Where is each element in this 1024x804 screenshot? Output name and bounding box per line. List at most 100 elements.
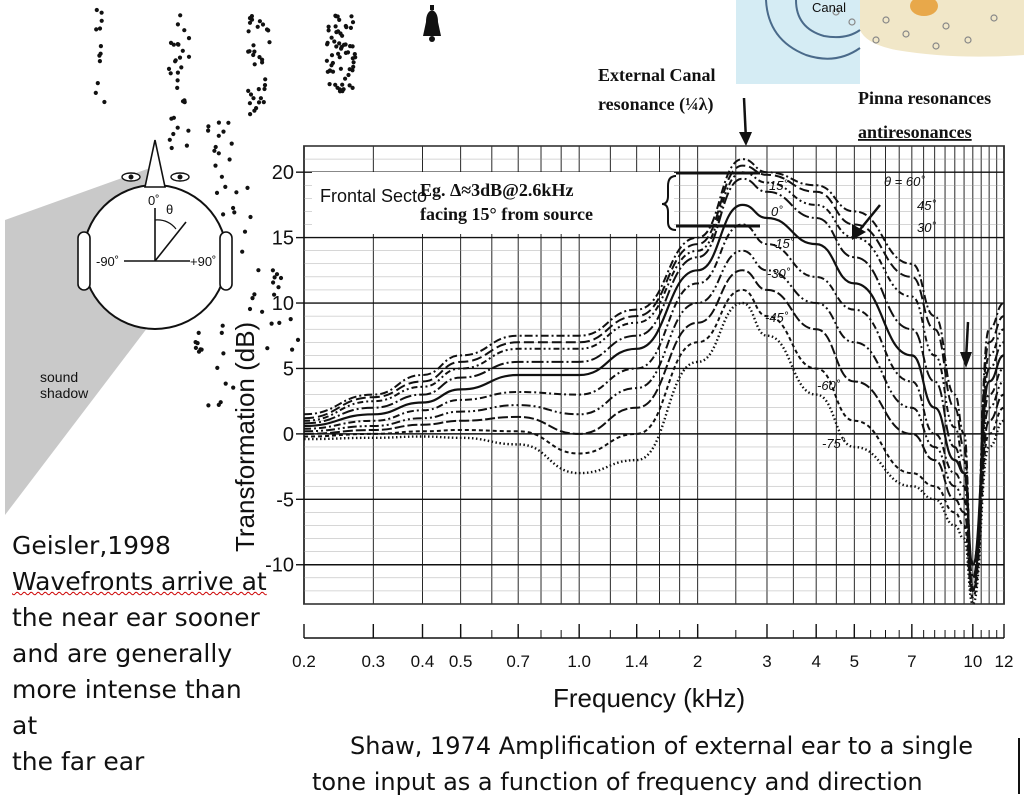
wavefront-dot	[231, 385, 236, 390]
wavefront-dot	[350, 85, 355, 90]
wavefront-dot	[349, 14, 354, 19]
figure-caption: Shaw, 1974 Amplification of external ear…	[312, 728, 1012, 800]
wavefront-dot	[333, 24, 338, 29]
wavefront-dot	[229, 141, 234, 146]
wavefront-dot	[260, 60, 265, 65]
wavefront-dots	[93, 5, 441, 408]
wavefront-dot	[254, 106, 259, 111]
wavefront-dot	[248, 92, 254, 97]
wavefront-dot	[175, 85, 180, 90]
canal-resonance-line2: resonance (¼λ)	[598, 94, 714, 115]
wavefront-dot	[175, 70, 180, 75]
wavefront-dot	[251, 96, 256, 101]
head-label-front: 0˚	[148, 193, 160, 208]
wavefront-dot	[98, 44, 103, 49]
geisler-line-2: Wavefronts arrive at	[12, 567, 267, 596]
x-tick-label: 5	[850, 652, 859, 671]
geisler-line-1: Geisler,1998	[12, 531, 171, 560]
wavefront-dot	[263, 77, 268, 82]
series-label: 0˚	[771, 204, 783, 219]
x-tick-label: 12	[995, 652, 1014, 671]
wavefront-dot	[332, 39, 337, 44]
wavefront-dot	[247, 101, 252, 106]
x-axis-title: Frequency (kHz)	[553, 683, 745, 713]
ear-anatomy-inset: Canal	[736, 0, 1024, 84]
wavefront-dot	[175, 22, 180, 27]
wavefront-dot	[171, 131, 176, 137]
series-line	[303, 288, 1005, 599]
wavefront-dot	[246, 29, 251, 34]
y-tick-label: 15	[272, 228, 294, 250]
wavefront-dot	[173, 59, 178, 64]
wavefront-dot	[93, 90, 98, 95]
wavefront-dot	[260, 309, 265, 314]
wavefront-dot	[242, 229, 248, 234]
wavefront-dot	[260, 22, 266, 27]
wavefront-dot	[171, 42, 176, 47]
wavefront-dot	[95, 81, 100, 86]
wavefront-dot	[278, 275, 284, 281]
pinna-label-line1: Pinna resonances	[858, 88, 991, 108]
wavefront-dot	[221, 351, 226, 356]
wavefront-dot	[220, 323, 225, 328]
wavefront-dot	[179, 65, 184, 70]
wavefront-dot	[337, 55, 342, 60]
series-line	[303, 249, 1005, 579]
frontal-sector-label: Frontal Secto	[320, 186, 427, 206]
wavefront-dot	[98, 51, 103, 56]
geisler-note: Geisler,1998 Wavefronts arrive at the ne…	[12, 528, 274, 780]
theta-direction	[154, 221, 187, 262]
eye-right	[170, 172, 190, 182]
wavefront-dot	[94, 7, 99, 13]
wavefront-dot	[257, 55, 262, 60]
series-label: 30˚	[917, 220, 936, 235]
wavefront-dot	[199, 347, 204, 352]
geisler-line-3: the near ear sooner	[12, 603, 260, 632]
wavefront-dot	[195, 341, 200, 346]
wavefront-dot	[169, 145, 174, 151]
wavefront-dot	[334, 29, 339, 35]
x-tick-label: 1.0	[567, 652, 591, 671]
series-label: -30˚	[767, 266, 791, 281]
wavefront-dot	[223, 381, 228, 386]
wavefront-dot	[346, 72, 351, 78]
series-label: 15˚	[769, 178, 788, 193]
caption-divider	[1018, 738, 1020, 794]
antiresonance-arrowhead	[960, 352, 972, 368]
wavefront-dot	[338, 66, 343, 71]
wavefront-dot	[184, 143, 189, 148]
head-label-right: +90˚	[190, 254, 216, 269]
wavefront-dot	[347, 67, 352, 72]
wavefront-dot	[270, 268, 275, 273]
wavefront-dot	[330, 60, 335, 66]
wavefront-dot	[272, 275, 277, 280]
wavefront-dot	[248, 214, 253, 220]
x-tick-label: 7	[907, 652, 916, 671]
wavefront-dot	[252, 292, 257, 297]
wavefront-dot	[232, 210, 237, 215]
wavefront-dot	[335, 85, 340, 90]
y-tick-label: 10	[272, 293, 294, 315]
wavefront-dot	[231, 205, 236, 211]
caption-line-1: Shaw, 1974 Amplification of external ear…	[350, 732, 973, 760]
y-tick-label: -5	[276, 489, 294, 511]
canal-outline	[765, 0, 861, 60]
series-line	[303, 223, 1005, 566]
wavefront-dot	[348, 44, 353, 49]
wavefront-dot	[335, 14, 340, 19]
wavefront-dot	[245, 185, 250, 190]
wavefront-dot	[329, 35, 334, 40]
canal-resonance-arrowhead	[739, 132, 752, 146]
wavefront-dot	[251, 43, 256, 48]
wavefront-dot	[94, 27, 99, 32]
canal-outline-inner	[795, 0, 861, 39]
pinna-label-line2: antiresonances	[858, 122, 972, 142]
wavefront-dot	[219, 330, 224, 335]
wavefront-dot	[327, 68, 333, 73]
wavefront-dot	[326, 24, 331, 29]
wavefront-dot	[249, 14, 254, 19]
shadow-label-line2: shadow	[40, 385, 89, 401]
x-tick-label: 0.7	[506, 652, 530, 671]
wavefront-dot	[274, 272, 280, 277]
wavefront-dot	[350, 56, 355, 61]
